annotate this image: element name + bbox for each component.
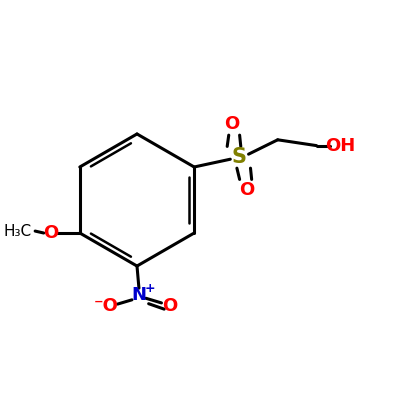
- Text: O: O: [239, 181, 254, 199]
- Text: H₃C: H₃C: [4, 224, 32, 238]
- Text: O: O: [162, 297, 178, 315]
- Text: N: N: [132, 286, 146, 304]
- Text: O: O: [43, 224, 58, 242]
- Text: O: O: [224, 115, 240, 133]
- Text: OH: OH: [326, 137, 356, 155]
- Text: +: +: [144, 282, 155, 295]
- Text: S: S: [231, 147, 246, 167]
- Text: ⁻O: ⁻O: [94, 297, 118, 315]
